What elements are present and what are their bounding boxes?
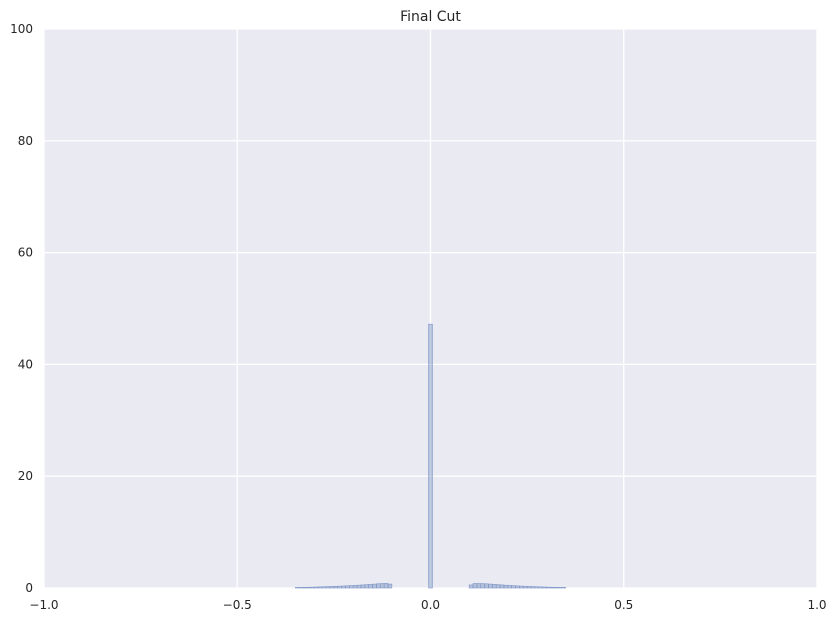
histogram-bar bbox=[480, 583, 485, 589]
histogram-bar bbox=[314, 586, 319, 589]
grid-lines bbox=[43, 28, 818, 589]
histogram-bar bbox=[472, 583, 478, 589]
histogram-bar bbox=[515, 585, 520, 589]
histogram-bar bbox=[526, 586, 532, 589]
histogram-bar bbox=[553, 587, 559, 589]
histogram-bar bbox=[542, 586, 547, 589]
histogram-bars bbox=[294, 323, 567, 589]
histogram-bar bbox=[310, 586, 315, 589]
histogram-bar bbox=[318, 586, 323, 589]
histogram-bar bbox=[488, 583, 493, 589]
histogram-bar bbox=[492, 584, 497, 589]
histogram-bar bbox=[468, 584, 474, 589]
y-axis-ticks: 0 20 40 60 80 100 bbox=[10, 22, 33, 595]
histogram-bar bbox=[383, 583, 389, 589]
y-tick-label: 100 bbox=[10, 22, 33, 36]
y-tick-label: 40 bbox=[18, 357, 33, 371]
histogram-bar bbox=[337, 585, 342, 589]
histogram-bar bbox=[302, 587, 308, 589]
histogram-bar bbox=[364, 584, 369, 589]
histogram-bar bbox=[356, 584, 362, 589]
histogram-bar bbox=[546, 586, 551, 589]
histogram-bar bbox=[503, 584, 509, 589]
histogram-bar bbox=[294, 587, 300, 589]
x-tick-label: −0.5 bbox=[223, 598, 252, 612]
histogram-bar bbox=[499, 584, 505, 589]
histogram-bar bbox=[519, 585, 524, 589]
y-tick-label: 60 bbox=[18, 246, 33, 260]
histogram-bar bbox=[368, 584, 373, 589]
histogram-bar bbox=[557, 587, 563, 589]
y-tick-label: 0 bbox=[25, 581, 33, 595]
histogram-bar bbox=[534, 586, 540, 589]
x-tick-label: 0.5 bbox=[614, 598, 633, 612]
histogram-bar bbox=[349, 585, 354, 589]
histogram-bar bbox=[561, 587, 567, 589]
histogram-bar bbox=[379, 583, 385, 589]
histogram-bar bbox=[341, 585, 346, 589]
histogram-bar bbox=[325, 586, 331, 589]
histogram-bar bbox=[511, 585, 516, 589]
x-tick-label: 1.0 bbox=[807, 598, 826, 612]
x-tick-label: 0.0 bbox=[421, 598, 440, 612]
histogram-bar bbox=[538, 586, 543, 589]
histogram-bar bbox=[484, 583, 489, 589]
histogram-bar bbox=[360, 584, 366, 589]
y-tick-label: 20 bbox=[18, 469, 33, 483]
histogram-bar bbox=[476, 583, 482, 589]
x-tick-label: −1.0 bbox=[29, 598, 58, 612]
histogram-bar bbox=[507, 585, 512, 589]
histogram-bar bbox=[550, 586, 555, 589]
histogram-bar bbox=[321, 586, 327, 589]
histogram-bar bbox=[530, 586, 536, 589]
histogram-bar bbox=[428, 323, 433, 589]
histogram-bar bbox=[298, 587, 304, 589]
histogram-bar bbox=[372, 583, 377, 589]
histogram-bar bbox=[352, 585, 358, 589]
chart-title: Final Cut bbox=[400, 9, 461, 25]
histogram-bar bbox=[333, 586, 339, 589]
x-axis-ticks: −1.0 −0.5 0.0 0.5 1.0 bbox=[29, 598, 826, 612]
y-tick-label: 80 bbox=[18, 134, 33, 148]
histogram-bar bbox=[329, 586, 335, 589]
histogram-bar bbox=[522, 585, 528, 589]
histogram-bar bbox=[345, 585, 350, 589]
histogram-bar bbox=[376, 583, 381, 589]
histogram-bar bbox=[495, 584, 501, 589]
histogram-bar bbox=[306, 586, 311, 589]
histogram-bar bbox=[387, 583, 393, 589]
